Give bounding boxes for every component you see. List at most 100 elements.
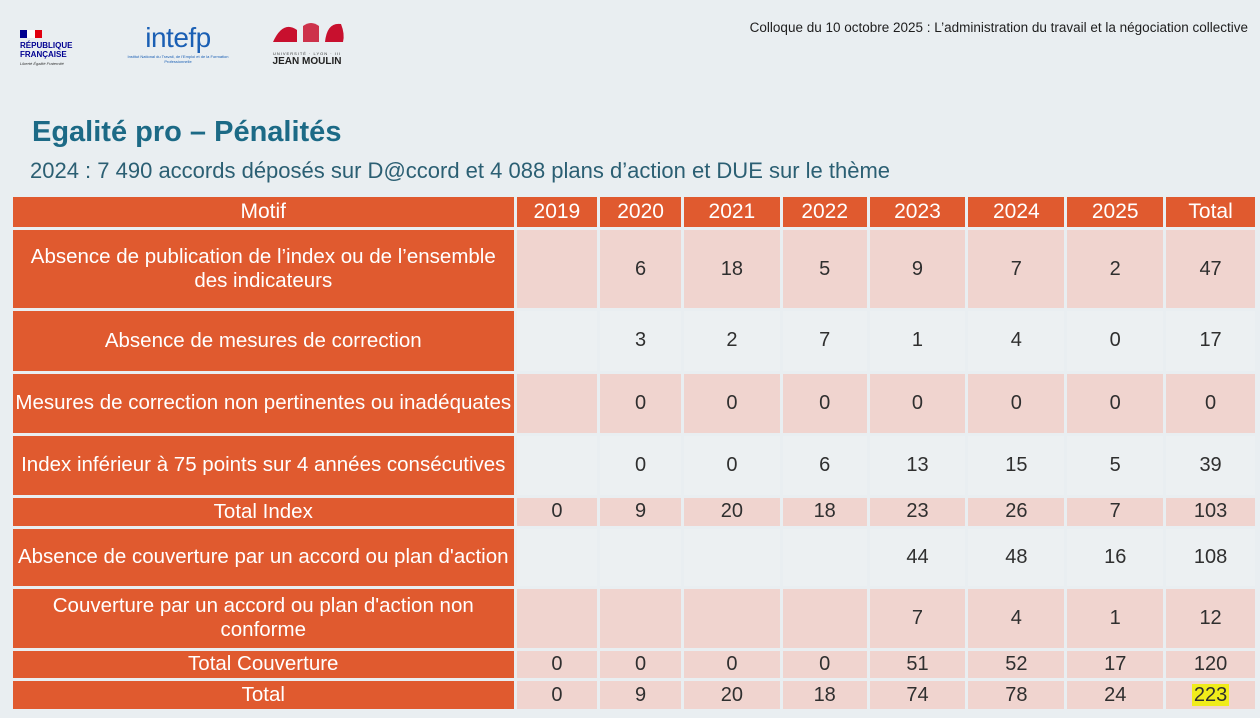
motif-cell: Absence de mesures de correction xyxy=(13,311,514,371)
value-cell: 17 xyxy=(1067,650,1164,679)
motif-cell: Total Index xyxy=(13,498,514,526)
value-cell xyxy=(516,528,598,586)
value-cell: 74 xyxy=(869,681,966,709)
page-subtitle: 2024 : 7 490 accords déposés sur D@ccord… xyxy=(30,158,891,183)
value-cell: 9 xyxy=(600,681,681,709)
value-cell: 39 xyxy=(1166,435,1255,496)
value-cell: 0 xyxy=(600,650,681,679)
value-cell: 78 xyxy=(968,681,1065,709)
value-cell: 2 xyxy=(1067,230,1164,309)
value-cell: 4 xyxy=(968,588,1065,648)
value-cell: 0 xyxy=(683,650,780,679)
table-row: Mesures de correction non pertinentes ou… xyxy=(13,373,1255,433)
value-cell: 120 xyxy=(1166,650,1255,679)
value-cell: 0 xyxy=(1067,373,1164,433)
value-cell xyxy=(516,435,598,496)
value-cell: 20 xyxy=(683,498,780,526)
rf-line2: FRANÇAISE xyxy=(20,50,67,59)
table-row: Index inférieur à 75 points sur 4 années… xyxy=(13,435,1255,496)
value-cell: 47 xyxy=(1166,230,1255,309)
value-cell xyxy=(683,528,780,586)
value-cell: 15 xyxy=(968,435,1065,496)
column-header: 2019 xyxy=(516,197,598,227)
motif-cell: Couverture par un accord ou plan d'actio… xyxy=(13,588,514,648)
rf-line1: RÉPUBLIQUE xyxy=(20,41,73,50)
value-cell: 52 xyxy=(968,650,1065,679)
value-cell: 7 xyxy=(968,230,1065,309)
value-cell: 1 xyxy=(1067,588,1164,648)
value-cell: 3 xyxy=(600,311,681,371)
grand-total-value: 223 xyxy=(1191,683,1230,706)
value-cell: 51 xyxy=(869,650,966,679)
french-flag-icon xyxy=(20,30,42,38)
motif-cell: Absence de couverture par un accord ou p… xyxy=(13,528,514,586)
column-header: Total xyxy=(1166,197,1255,227)
slide-header: RÉPUBLIQUE FRANÇAISE Liberté Égalité Fra… xyxy=(0,0,1260,100)
table-row: Absence de publication de l’index ou de … xyxy=(13,230,1255,309)
universite-lyon3-logo: UNIVERSITÉ · LYON · III JEAN MOULIN xyxy=(262,20,352,67)
value-cell: 4 xyxy=(968,311,1065,371)
intefp-subtitle: Institut National du Travail, de l'Emplo… xyxy=(127,54,229,64)
value-cell: 7 xyxy=(782,311,867,371)
value-cell: 0 xyxy=(968,373,1065,433)
motif-cell: Index inférieur à 75 points sur 4 années… xyxy=(13,435,514,496)
value-cell: 1 xyxy=(869,311,966,371)
value-cell: 48 xyxy=(968,528,1065,586)
lyon-arc-icon xyxy=(273,23,344,42)
value-cell: 0 xyxy=(1067,311,1164,371)
value-cell: 0 xyxy=(516,498,598,526)
value-cell: 23 xyxy=(869,498,966,526)
value-cell: 0 xyxy=(1166,373,1255,433)
table-row: Couverture par un accord ou plan d'actio… xyxy=(13,588,1255,648)
value-cell: 0 xyxy=(869,373,966,433)
value-cell: 0 xyxy=(516,650,598,679)
value-cell xyxy=(516,311,598,371)
column-header: 2021 xyxy=(683,197,780,227)
motif-cell: Total Couverture xyxy=(13,650,514,679)
value-cell: 5 xyxy=(1067,435,1164,496)
lyon-name: JEAN MOULIN xyxy=(272,56,342,67)
column-header: 2025 xyxy=(1067,197,1164,227)
grand-total-cell: 223 xyxy=(1166,681,1255,709)
value-cell: 0 xyxy=(516,681,598,709)
value-cell: 7 xyxy=(1067,498,1164,526)
value-cell: 7 xyxy=(869,588,966,648)
value-cell: 0 xyxy=(683,435,780,496)
value-cell xyxy=(516,373,598,433)
value-cell: 9 xyxy=(869,230,966,309)
value-cell: 0 xyxy=(683,373,780,433)
motif-cell: Absence de publication de l’index ou de … xyxy=(13,230,514,309)
value-cell: 18 xyxy=(683,230,780,309)
value-cell: 16 xyxy=(1067,528,1164,586)
grand-total-row: Total 0 9 20 18 74 78 24 223 xyxy=(13,681,1255,709)
value-cell: 6 xyxy=(600,230,681,309)
republique-francaise-logo: RÉPUBLIQUE FRANÇAISE Liberté Égalité Fra… xyxy=(20,30,90,66)
intefp-name: intefp xyxy=(145,22,211,53)
value-cell: 18 xyxy=(782,681,867,709)
value-cell xyxy=(600,588,681,648)
column-header: 2020 xyxy=(600,197,681,227)
penalties-table: Motif 2019 2020 2021 2022 2023 2024 2025… xyxy=(10,194,1258,712)
total-couverture-row: Total Couverture 0 0 0 0 51 52 17 120 xyxy=(13,650,1255,679)
intefp-logo: intefp Institut National du Travail, de … xyxy=(118,22,238,65)
value-cell xyxy=(782,588,867,648)
table-header-row: Motif 2019 2020 2021 2022 2023 2024 2025… xyxy=(13,197,1255,227)
value-cell: 0 xyxy=(782,650,867,679)
value-cell xyxy=(683,588,780,648)
table-row: Absence de mesures de correction 3 2 7 1… xyxy=(13,311,1255,371)
total-index-row: Total Index 0 9 20 18 23 26 7 103 xyxy=(13,498,1255,526)
column-header: Motif xyxy=(13,197,514,227)
value-cell: 0 xyxy=(782,373,867,433)
lyon-subtitle: UNIVERSITÉ · LYON · III xyxy=(272,51,342,56)
value-cell: 5 xyxy=(782,230,867,309)
value-cell: 12 xyxy=(1166,588,1255,648)
value-cell: 26 xyxy=(968,498,1065,526)
motif-cell: Total xyxy=(13,681,514,709)
value-cell: 108 xyxy=(1166,528,1255,586)
table-row: Absence de couverture par un accord ou p… xyxy=(13,528,1255,586)
motif-cell: Mesures de correction non pertinentes ou… xyxy=(13,373,514,433)
value-cell: 2 xyxy=(683,311,780,371)
value-cell: 24 xyxy=(1067,681,1164,709)
value-cell: 18 xyxy=(782,498,867,526)
rf-motto: Liberté Égalité Fraternité xyxy=(20,61,64,66)
